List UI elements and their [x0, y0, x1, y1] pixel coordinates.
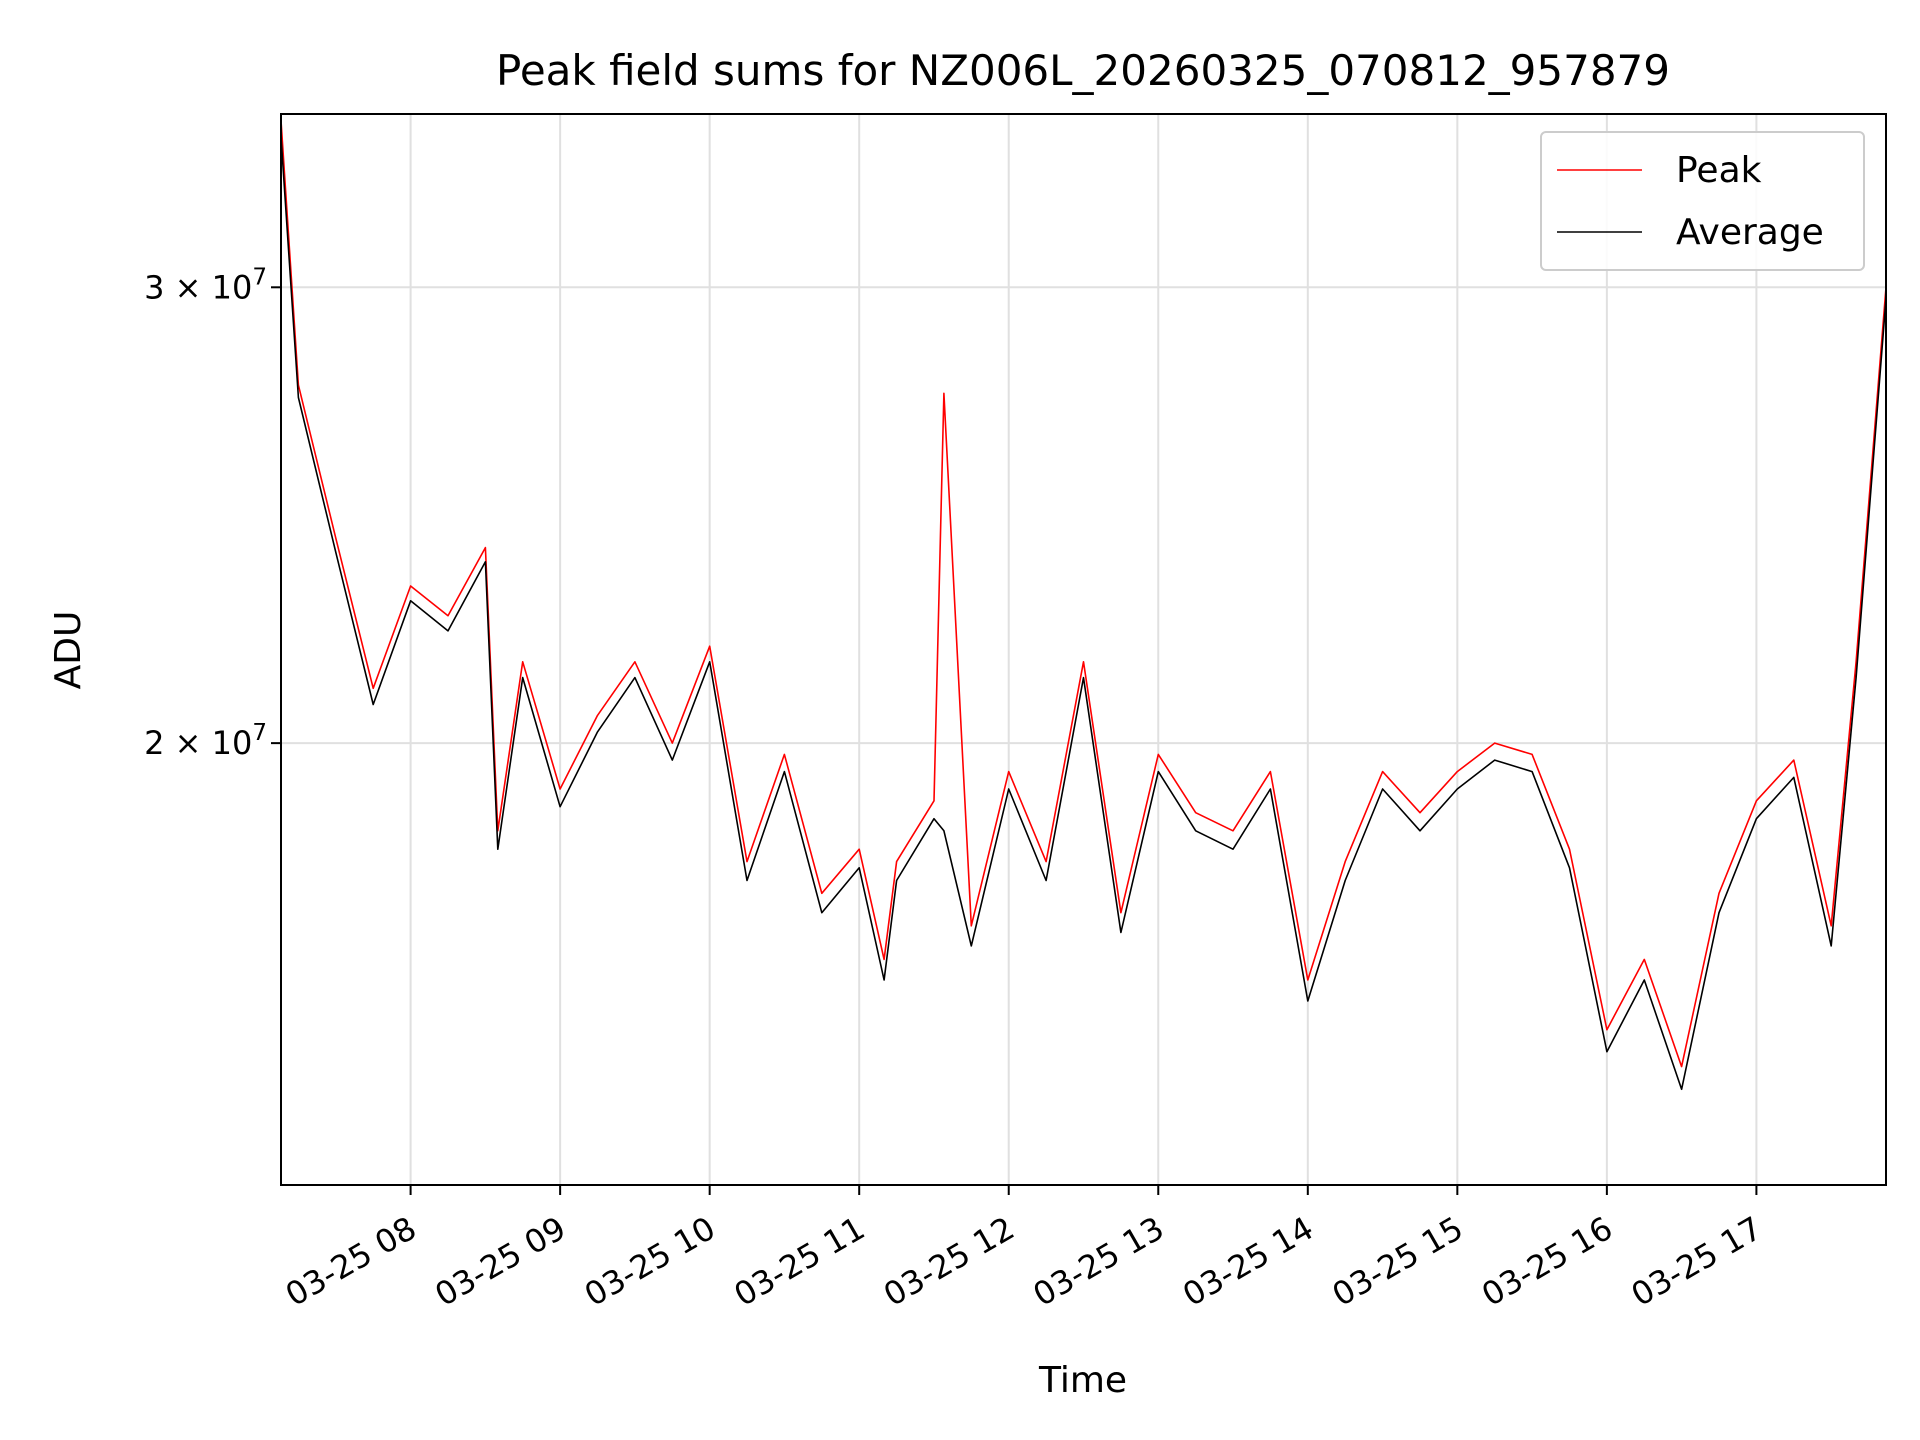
y-tick-label: 3 × 107	[144, 264, 267, 306]
y-tick-group: 2 × 107 3 × 107	[144, 264, 281, 762]
x-axis-label: Time	[1038, 1360, 1127, 1401]
y-tick-label: 2 × 107	[144, 720, 267, 762]
series-line-peak	[280, 120, 1887, 1068]
legend-label-peak: Peak	[1676, 150, 1762, 191]
series-group	[280, 120, 1887, 1091]
legend-box	[1540, 131, 1865, 271]
series-line-average	[280, 136, 1887, 1091]
legend-label-average: Average	[1676, 212, 1824, 253]
y-axis-label: ADU	[48, 611, 89, 690]
legend: Peak Average	[1540, 131, 1865, 271]
chart-title: Peak field sums for NZ006L_20260325_0708…	[496, 46, 1670, 95]
plot-frame	[280, 113, 1887, 1186]
